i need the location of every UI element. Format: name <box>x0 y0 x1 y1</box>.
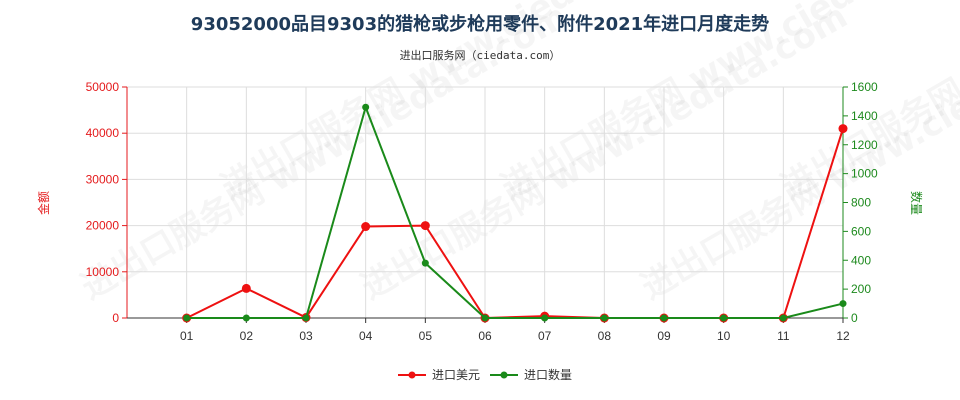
x-tick-label: 01 <box>180 329 194 343</box>
y-left-tick-label: 0 <box>112 311 119 325</box>
series-1-point <box>779 314 787 322</box>
y-right-tick-label: 1400 <box>851 109 878 123</box>
legend-marker-0 <box>408 371 416 379</box>
y-right-tick-label: 1200 <box>851 138 878 152</box>
series-1-point <box>839 300 847 308</box>
x-tick-label: 10 <box>717 329 731 343</box>
series-1-point <box>362 103 370 111</box>
y-left-tick-label: 20000 <box>86 219 120 233</box>
series-1-point <box>720 314 728 322</box>
series-1-point <box>421 259 429 267</box>
y-right-axis-title: 数量 <box>909 191 924 215</box>
series-1-point <box>660 314 668 322</box>
series-1-point <box>481 314 489 322</box>
y-left-tick-label: 30000 <box>86 172 120 186</box>
series-0-point <box>361 222 371 232</box>
x-tick-label: 02 <box>240 329 254 343</box>
series-1-point <box>302 314 310 322</box>
legend-label-1: 进口数量 <box>524 367 572 382</box>
y-left-tick-label: 50000 <box>86 80 120 94</box>
y-right-tick-label: 200 <box>851 282 871 296</box>
y-right-tick-label: 0 <box>851 311 858 325</box>
y-left-axis-title: 金额 <box>36 191 51 215</box>
series-0-point <box>241 283 251 293</box>
series-0-point <box>838 124 848 134</box>
series-0-point <box>420 221 430 231</box>
y-right-tick-label: 1600 <box>851 80 878 94</box>
chart-subtitle: 进出口服务网（ciedata.com） <box>399 49 561 62</box>
x-tick-label: 06 <box>478 329 492 343</box>
x-tick-label: 08 <box>598 329 612 343</box>
legend-label-0: 进口美元 <box>432 368 480 382</box>
series-1-point <box>183 314 191 322</box>
legend-marker-1 <box>500 371 508 379</box>
chart-title: 93052000品目9303的猎枪或步枪用零件、附件2021年进口月度走势 <box>190 14 770 35</box>
x-tick-label: 05 <box>419 329 433 343</box>
x-tick-label: 07 <box>538 329 552 343</box>
y-right-tick-label: 400 <box>851 253 871 267</box>
y-left-tick-label: 40000 <box>86 126 120 140</box>
y-left-tick-label: 10000 <box>86 265 120 279</box>
x-tick-label: 12 <box>836 329 850 343</box>
series-1-point <box>600 314 608 322</box>
x-tick-label: 04 <box>359 329 373 343</box>
series-1-point <box>541 314 549 322</box>
x-tick-label: 03 <box>299 329 313 343</box>
y-right-tick-label: 800 <box>851 196 871 210</box>
series-line-1 <box>186 104 844 319</box>
x-tick-label: 11 <box>777 329 790 343</box>
y-right-tick-label: 600 <box>851 224 871 238</box>
series-1-point <box>242 314 250 322</box>
y-right-tick-label: 1000 <box>851 167 878 181</box>
x-tick-label: 09 <box>657 329 671 343</box>
